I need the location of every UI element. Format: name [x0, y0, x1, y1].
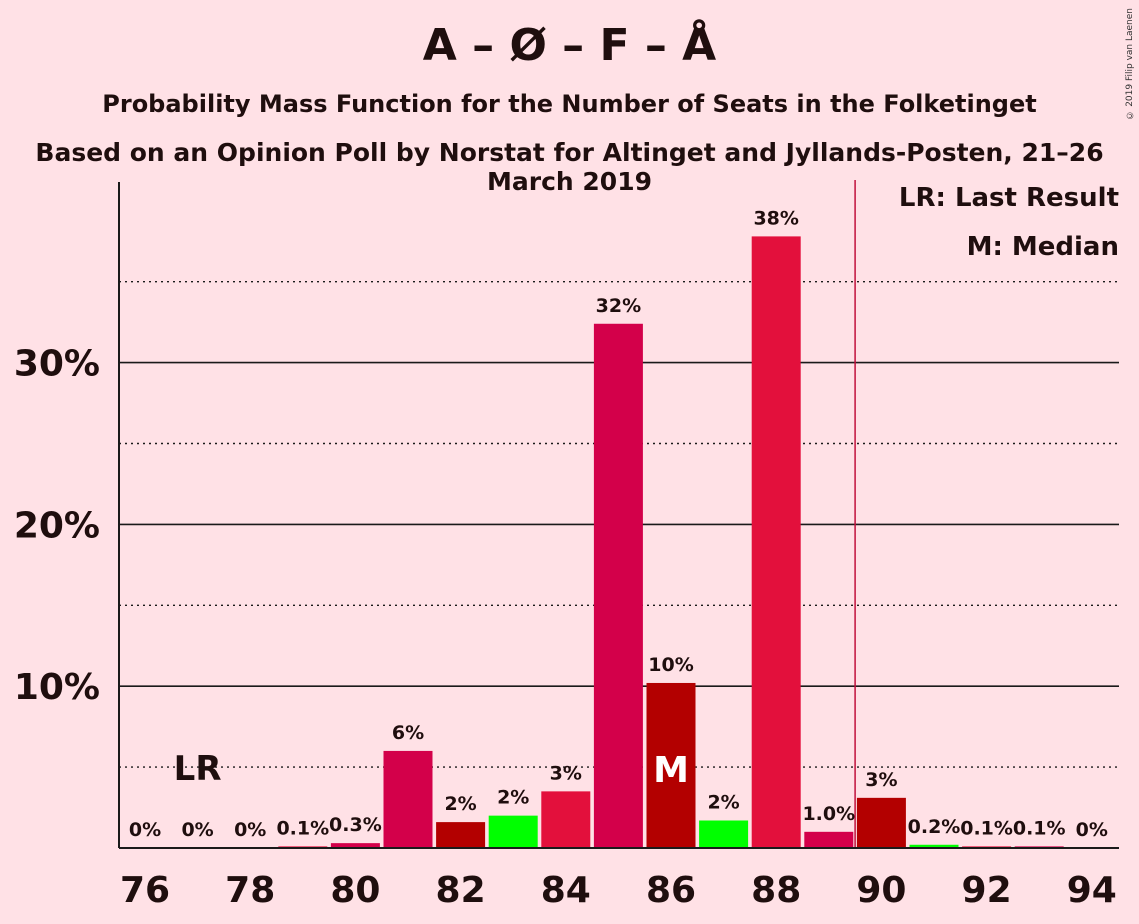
- x-tick-label: 90: [856, 870, 906, 911]
- bar: [436, 822, 486, 848]
- data-label: 0.1%: [960, 817, 1013, 839]
- data-label: 32%: [596, 295, 641, 317]
- bar: [488, 815, 538, 848]
- x-tick-label: 84: [541, 870, 591, 911]
- data-label: 38%: [753, 207, 798, 229]
- data-label: 0%: [234, 819, 266, 841]
- data-label: 3%: [865, 769, 897, 791]
- data-label: 0.2%: [908, 816, 961, 838]
- chart-source-line: Based on an Opinion Poll by Norstat for …: [35, 138, 1104, 196]
- x-tick-label: 82: [436, 870, 486, 911]
- bar: [593, 323, 643, 848]
- x-tick-label: 86: [646, 870, 696, 911]
- legend-last-result: LR: Last Result: [898, 183, 1119, 213]
- data-label: 3%: [550, 762, 582, 784]
- x-tick-label: 94: [1067, 870, 1117, 911]
- x-tick-label: 92: [962, 870, 1012, 911]
- bar: [330, 843, 380, 848]
- data-label: 2%: [707, 791, 739, 813]
- chart-title: A – Ø – F – Å: [422, 20, 717, 71]
- last-result-marker: LR: [174, 749, 222, 789]
- x-tick-label: 76: [120, 870, 170, 911]
- bar: [383, 750, 433, 848]
- bar: [646, 682, 696, 848]
- bar: [909, 844, 959, 848]
- data-label: 0.1%: [1013, 817, 1066, 839]
- data-label: 6%: [392, 722, 424, 744]
- y-tick-label: 20%: [14, 505, 100, 546]
- chart-subtitle: Probability Mass Function for the Number…: [102, 90, 1037, 118]
- bar: [751, 236, 801, 848]
- data-label: 0%: [181, 819, 213, 841]
- data-label: 2%: [497, 787, 529, 809]
- data-label: 0%: [129, 819, 161, 841]
- data-label: 10%: [648, 654, 693, 676]
- data-label: 1.0%: [802, 803, 855, 825]
- median-marker: M: [653, 750, 689, 791]
- data-label: 0%: [1076, 819, 1108, 841]
- data-label: 0.1%: [276, 817, 329, 839]
- bar: [699, 820, 749, 848]
- x-tick-label: 78: [225, 870, 275, 911]
- y-tick-label: 30%: [14, 344, 100, 385]
- x-tick-label: 88: [751, 870, 801, 911]
- bar: [541, 791, 591, 848]
- legend-median: M: Median: [966, 232, 1119, 262]
- data-label: 2%: [444, 793, 476, 815]
- x-tick-label: 80: [330, 870, 380, 911]
- y-tick-label: 10%: [14, 667, 100, 708]
- bar: [804, 831, 854, 848]
- bar: [856, 797, 906, 848]
- data-label: 0.3%: [329, 814, 382, 836]
